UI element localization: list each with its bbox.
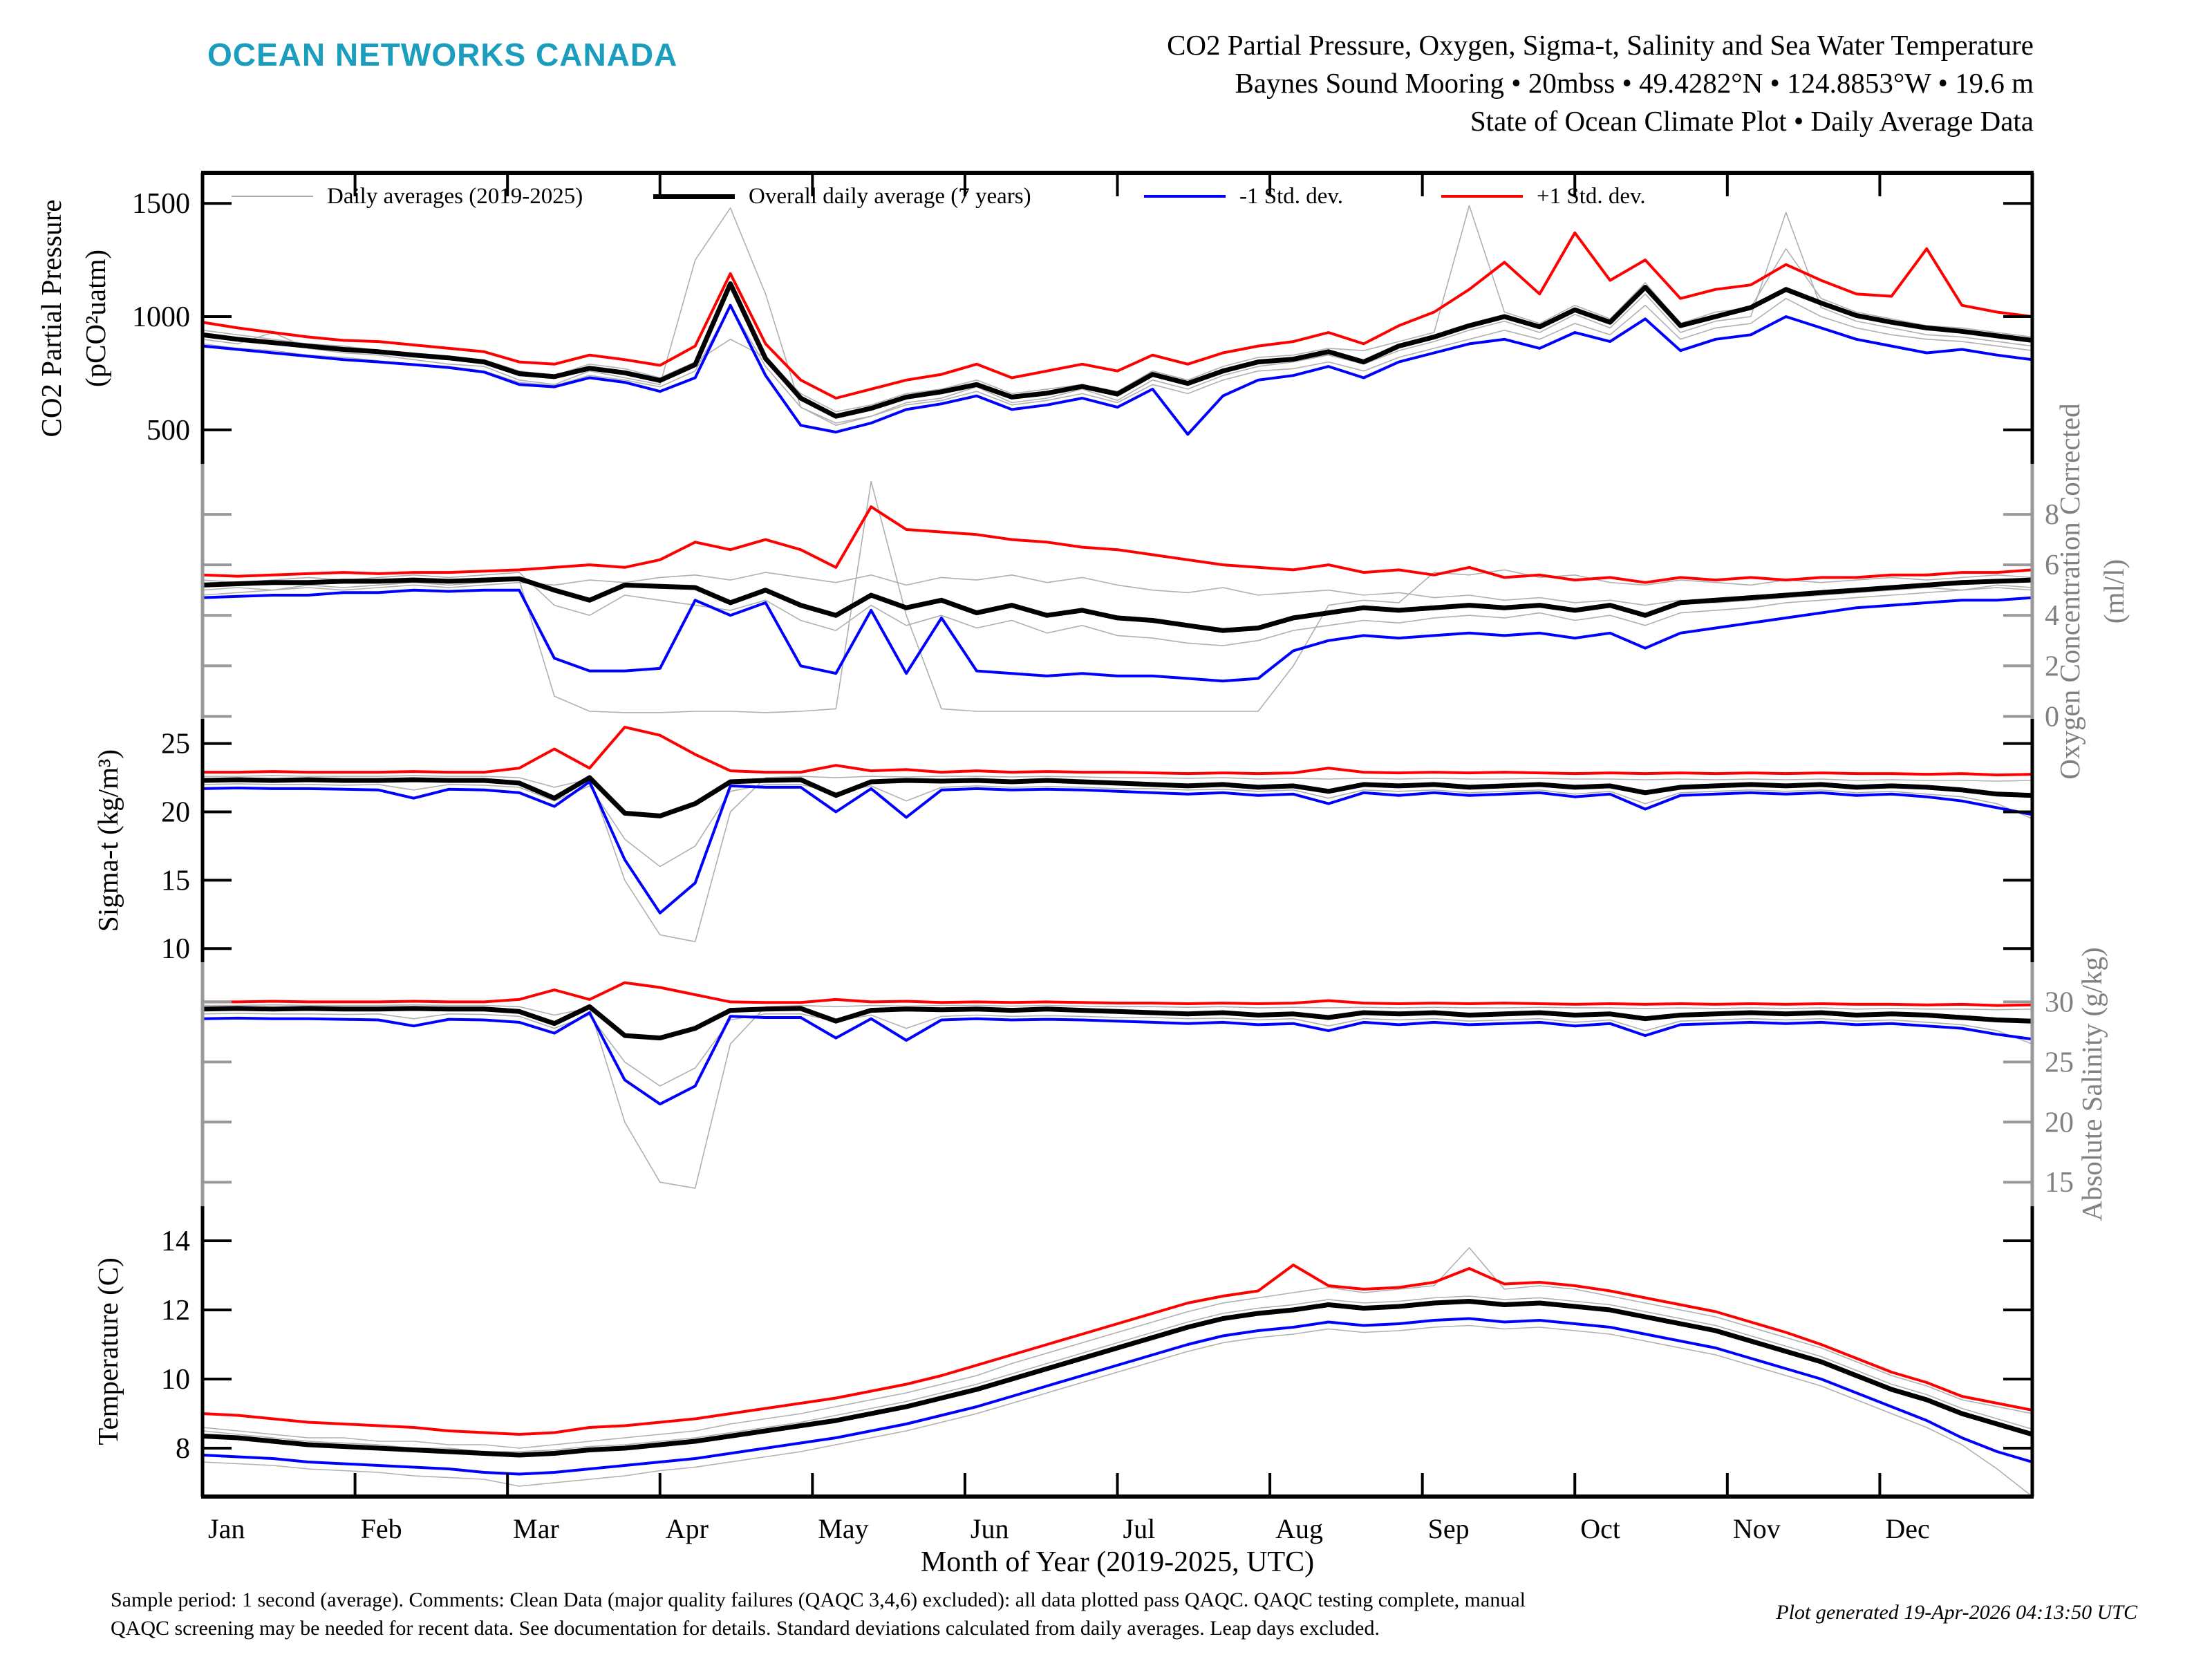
legend-item-3: +1 Std. dev. <box>1441 176 1646 217</box>
co2-partial-pressure-ylabel-1: (pCO²uatm) <box>79 250 111 387</box>
month-label-jan: Jan <box>208 1513 245 1544</box>
month-label-jul: Jul <box>1123 1513 1156 1544</box>
legend-line-sample <box>1144 195 1226 198</box>
sigma-t-series-minus-1-std <box>203 780 2032 915</box>
co2-partial-pressure-series-overall-average <box>203 281 2032 419</box>
plot-legend: Daily averages (2019-2025) Overall daily … <box>0 176 2212 217</box>
oxygen-concentration-series-overall-average <box>203 576 2032 633</box>
co2-partial-pressure-tick-label: 1500 <box>132 188 190 220</box>
generated-timestamp: Plot generated 19-Apr-2026 04:13:50 UTC <box>1776 1601 2137 1624</box>
temperature-series-group <box>203 1247 2032 1497</box>
title-line-3: State of Ocean Climate Plot • Daily Aver… <box>1470 105 2034 137</box>
co2-partial-pressure-tick-label: 500 <box>147 415 190 447</box>
sigma-t-series-daily-2020 <box>203 783 2032 868</box>
month-label-aug: Aug <box>1275 1513 1323 1544</box>
temperature-series-overall-average <box>203 1299 2032 1458</box>
month-label-mar: Mar <box>513 1513 559 1544</box>
absolute-salinity-series-plus-1-std <box>203 981 2032 1007</box>
legend-item-2: -1 Std. dev. <box>1144 176 1343 217</box>
title-line-1: CO2 Partial Pressure, Oxygen, Sigma-t, S… <box>1167 29 2034 61</box>
legend-label: Daily averages (2019-2025) <box>327 183 583 209</box>
legend-label: -1 Std. dev. <box>1239 183 1344 209</box>
oxygen-concentration-series-minus-1-std <box>203 588 2032 683</box>
legend-item-0: Daily averages (2019-2025) <box>232 176 583 217</box>
month-label-feb: Feb <box>361 1513 402 1544</box>
absolute-salinity-series-daily-2020 <box>203 1013 2032 1087</box>
temperature-series-plus-1-std <box>203 1264 2032 1436</box>
oxygen-concentration-series-plus-1-std <box>203 505 2032 584</box>
month-label-may: May <box>818 1513 868 1544</box>
legend-line-sample <box>232 196 313 197</box>
sigma-t-series-overall-average <box>203 775 2032 818</box>
sigma-t-tick-label: 10 <box>161 933 190 965</box>
sigma-t-ylabel-0: Sigma-t (kg/m³) <box>92 749 124 932</box>
month-label-oct: Oct <box>1580 1513 1620 1544</box>
sigma-t-tick-label: 15 <box>161 865 190 897</box>
legend-label: Overall daily average (7 years) <box>749 183 1031 209</box>
temperature-tick-label: 10 <box>161 1364 190 1396</box>
co2-partial-pressure-series-plus-1-std <box>203 231 2032 400</box>
legend-label: +1 Std. dev. <box>1537 183 1646 209</box>
sigma-t-tick-label: 25 <box>161 729 190 760</box>
temperature-tick-label: 12 <box>161 1295 190 1327</box>
oxygen-concentration-tick-label: 0 <box>2045 701 2059 733</box>
x-axis-title: Month of Year (2019-2025, UTC) <box>920 1546 1315 1578</box>
month-label-nov: Nov <box>1733 1513 1781 1544</box>
oxygen-concentration-tick-label: 6 <box>2045 550 2059 581</box>
legend-line-sample <box>1441 195 1523 198</box>
sigma-t-series-plus-1-std <box>203 725 2032 777</box>
absolute-salinity-series-minus-1-std <box>203 1011 2032 1106</box>
plot-title: CO2 Partial Pressure, Oxygen, Sigma-t, S… <box>1167 26 2034 140</box>
oxygen-concentration-tick-label: 2 <box>2045 650 2059 682</box>
absolute-salinity-tick-label: 20 <box>2045 1107 2074 1138</box>
absolute-salinity-ylabel-0: Absolute Salinity (g/kg) <box>2076 947 2108 1221</box>
co2-partial-pressure-series-minus-1-std <box>203 303 2032 436</box>
temperature-ylabel-0: Temperature (C) <box>92 1257 124 1445</box>
co2-partial-pressure-series-group <box>203 205 2032 436</box>
sigma-t-series-group <box>203 725 2032 943</box>
co2-partial-pressure-series-daily-2019 <box>203 207 2032 427</box>
temperature-series-daily-2021 <box>203 1295 2032 1452</box>
month-label-sep: Sep <box>1428 1513 1470 1544</box>
oxygen-concentration-series-daily-2020 <box>203 572 2032 606</box>
legend-item-1: Overall daily average (7 years) <box>653 176 1031 217</box>
oxygen-concentration-series-daily-2021 <box>203 572 2032 646</box>
absolute-salinity-series-overall-average <box>203 1004 2032 1041</box>
absolute-salinity-tick-label: 25 <box>2045 1047 2074 1078</box>
absolute-salinity-tick-label: 15 <box>2045 1167 2074 1199</box>
ocean-networks-canada-logo: OCEAN NETWORKS CANADA <box>207 37 678 73</box>
footer-line-1: Sample period: 1 second (average). Comme… <box>111 1588 1526 1611</box>
oxygen-concentration-tick-label: 8 <box>2045 499 2059 531</box>
oxygen-concentration-series-group <box>203 480 2032 713</box>
month-label-dec: Dec <box>1885 1513 1929 1544</box>
footer-comments: Sample period: 1 second (average). Comme… <box>111 1586 1526 1642</box>
legend-line-sample <box>653 194 735 199</box>
footer-line-2: QAQC screening may be needed for recent … <box>111 1617 1380 1640</box>
co2-partial-pressure-tick-label: 1000 <box>132 301 190 333</box>
absolute-salinity-series-group <box>203 981 2032 1189</box>
oxygen-concentration-ylabel-0: Oxygen Concentration Corrected <box>2054 403 2086 779</box>
temperature-tick-label: 8 <box>176 1433 190 1465</box>
co2-partial-pressure-series-daily-2020 <box>203 205 2032 413</box>
co2-partial-pressure-ylabel-0: CO2 Partial Pressure <box>35 200 67 438</box>
absolute-salinity-series-daily-2019 <box>203 1004 2032 1189</box>
oxygen-concentration-tick-label: 4 <box>2045 600 2059 632</box>
sigma-t-series-daily-2019 <box>203 775 2032 943</box>
sigma-t-tick-label: 20 <box>161 796 190 828</box>
oxygen-concentration-ylabel-1: (ml/l) <box>2098 559 2130 624</box>
temperature-tick-label: 14 <box>161 1226 190 1257</box>
co2-partial-pressure-series-daily-2021 <box>203 297 2032 424</box>
month-label-apr: Apr <box>666 1513 709 1544</box>
absolute-salinity-tick-label: 30 <box>2045 986 2074 1018</box>
title-line-2: Baynes Sound Mooring • 20mbss • 49.4282°… <box>1235 67 2034 99</box>
temperature-series-daily-2019 <box>203 1247 2032 1449</box>
month-label-jun: Jun <box>971 1513 1009 1544</box>
